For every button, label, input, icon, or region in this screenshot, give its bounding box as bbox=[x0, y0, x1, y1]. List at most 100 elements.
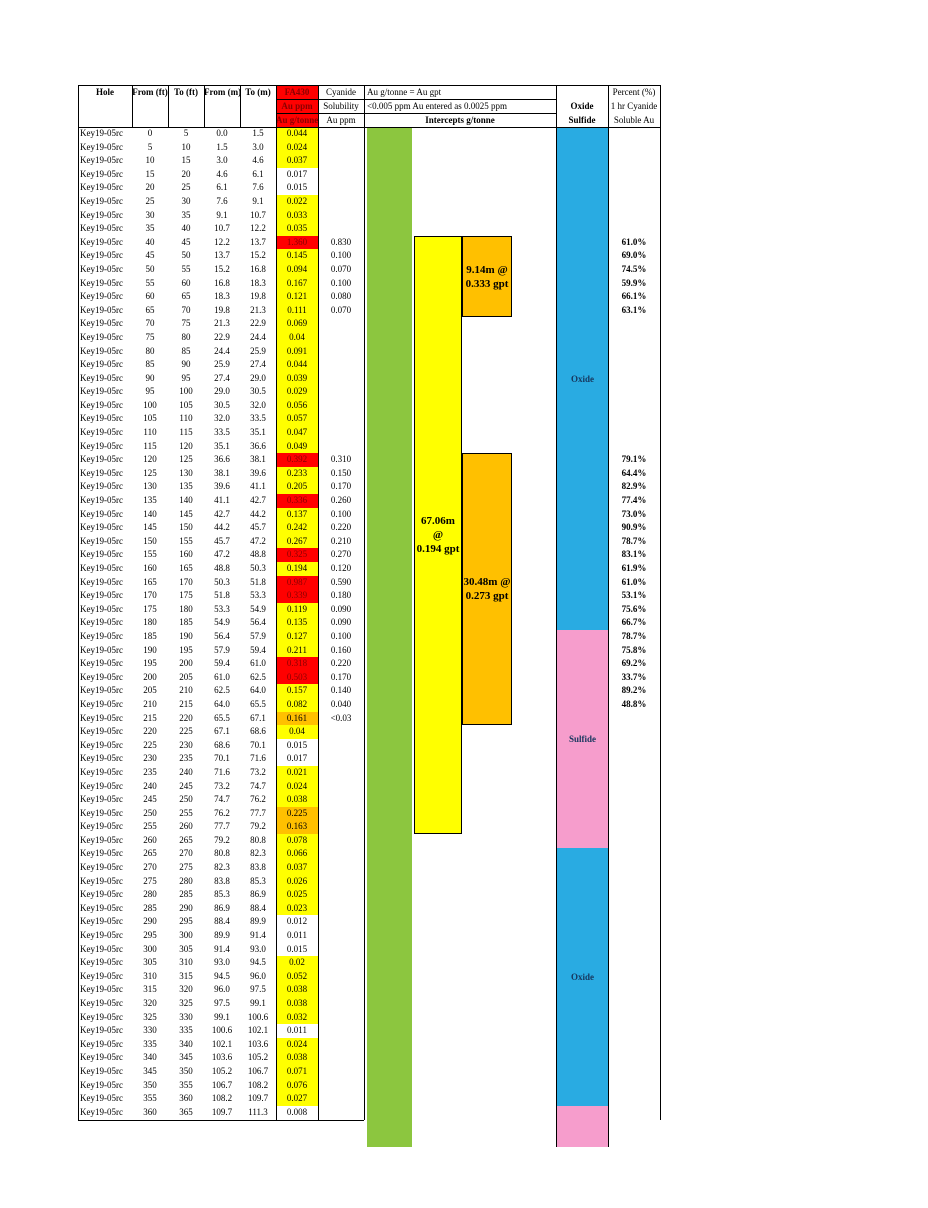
cell-percent bbox=[608, 372, 660, 386]
cell-to-m: 67.1 bbox=[250, 712, 266, 723]
cell-to-ft: 310 bbox=[179, 957, 193, 968]
cell-hole: Key19-05rc bbox=[80, 549, 123, 560]
cell-from-m: 6.1 bbox=[216, 182, 228, 193]
cell-au-gpt: 0.157 bbox=[276, 684, 318, 698]
cell-from-ft: 245 bbox=[143, 794, 157, 805]
zone-area-cell bbox=[556, 929, 608, 943]
cell-au-gpt: 0.987 bbox=[276, 575, 318, 590]
chart-area-cell bbox=[364, 412, 556, 426]
cell-from-ft: 190 bbox=[143, 644, 157, 655]
zone-area-cell bbox=[556, 915, 608, 929]
cell-from-m: 50.3 bbox=[214, 576, 230, 587]
zone-area-cell bbox=[556, 684, 608, 698]
cell-from-ft: 50 bbox=[145, 263, 155, 274]
cell-au-gpt: 0.078 bbox=[276, 833, 318, 848]
cell-to-m: 10.7 bbox=[250, 209, 266, 220]
cell-from-m: 36.6 bbox=[214, 454, 230, 465]
cell-from-m: 9.1 bbox=[216, 209, 228, 220]
cell-from-ft: 325 bbox=[143, 1011, 157, 1022]
cell-cyanide-au bbox=[318, 902, 364, 916]
cell-from-ft: 275 bbox=[143, 875, 157, 886]
cell-percent bbox=[608, 956, 660, 970]
cell-from-m: 15.2 bbox=[214, 263, 230, 274]
cell-to-m: 77.7 bbox=[250, 807, 266, 818]
chart-area-cell bbox=[364, 752, 556, 766]
cell-hole: Key19-05rc bbox=[80, 889, 123, 900]
cell-cyanide-au bbox=[318, 1106, 364, 1120]
chart-area-cell bbox=[364, 739, 556, 753]
cell-from-m: 35.1 bbox=[214, 440, 230, 451]
cell-percent: 78.7% bbox=[621, 630, 647, 641]
cell-to-m: 82.3 bbox=[250, 848, 266, 859]
cell-cyanide-au bbox=[318, 943, 364, 957]
table-row: Key19-05rc 95 100 29.0 30.5 0.029 bbox=[78, 385, 660, 399]
cell-au-gpt: 0.011 bbox=[287, 1025, 307, 1036]
table-row: Key19-05rc 180 185 54.9 56.4 0.135 0.090 66.7% bbox=[78, 616, 660, 630]
table-row: Key19-05rc 130 135 39.6 41.1 0.205 0.170 82.9% bbox=[78, 480, 660, 495]
cell-percent: 61.9% bbox=[621, 563, 647, 573]
grid-line bbox=[78, 1120, 364, 1121]
cell-au-gpt: 0.047 bbox=[276, 426, 318, 440]
chart-area-cell bbox=[364, 875, 556, 889]
cell-from-ft: 345 bbox=[143, 1065, 157, 1076]
cell-from-m: 48.8 bbox=[214, 563, 230, 573]
cell-to-ft: 240 bbox=[179, 766, 193, 777]
cell-hole: Key19-05rc bbox=[80, 359, 123, 370]
cell-cyanide-au: 0.830 bbox=[330, 236, 352, 247]
cell-from-m: 13.7 bbox=[214, 250, 230, 261]
chart-area-cell bbox=[364, 698, 556, 712]
cell-cyanide-au: 0.100 bbox=[330, 630, 352, 641]
zone-area-cell bbox=[556, 290, 608, 304]
cell-au-gpt: 1.360 bbox=[276, 235, 318, 250]
cell-percent bbox=[608, 141, 660, 155]
cell-from-ft: 335 bbox=[143, 1038, 157, 1049]
cell-from-ft: 105 bbox=[143, 413, 157, 424]
cell-from-ft: 85 bbox=[145, 359, 155, 370]
cell-from-ft: 230 bbox=[143, 753, 157, 764]
zone-area-cell bbox=[556, 616, 608, 630]
cell-percent: 33.7% bbox=[621, 671, 647, 682]
cell-percent bbox=[608, 399, 660, 413]
cell-cyanide-au: 0.170 bbox=[330, 481, 352, 492]
cell-au-gpt: 0.015 bbox=[286, 943, 308, 954]
cell-to-ft: 75 bbox=[181, 318, 191, 329]
cell-au-gpt: 0.056 bbox=[276, 398, 318, 413]
cell-from-ft: 300 bbox=[143, 943, 157, 954]
cell-to-m: 111.3 bbox=[248, 1106, 268, 1117]
cell-cyanide-au bbox=[318, 915, 364, 929]
cell-to-ft: 290 bbox=[179, 902, 193, 913]
zone-area-cell bbox=[556, 1011, 608, 1025]
cell-from-m: 80.8 bbox=[214, 848, 230, 859]
col-header-cyanide-2: Solubility bbox=[323, 101, 359, 111]
cell-to-ft: 325 bbox=[179, 998, 193, 1008]
zone-area-cell bbox=[556, 766, 608, 780]
cell-cyanide-au bbox=[318, 222, 364, 236]
cell-hole: Key19-05rc bbox=[80, 1038, 123, 1049]
cell-cyanide-au bbox=[318, 752, 364, 766]
col-header-cyanide-3: Au ppm bbox=[326, 115, 356, 125]
cell-au-gpt: 0.008 bbox=[286, 1106, 308, 1117]
zone-area-cell bbox=[556, 1065, 608, 1079]
cell-to-ft: 35 bbox=[181, 209, 191, 220]
cell-au-gpt: 0.119 bbox=[276, 602, 318, 617]
cell-au-gpt: 0.137 bbox=[276, 507, 318, 522]
cell-to-ft: 165 bbox=[179, 563, 193, 573]
zone-area-cell bbox=[556, 630, 608, 644]
table-body: Key19-05rc 0 5 0.0 1.5 0.044 Key19-05rc 5 10 1.5 3… bbox=[78, 127, 660, 1119]
cell-cyanide-au bbox=[318, 358, 364, 372]
cell-au-gpt: 0.211 bbox=[276, 643, 318, 658]
cell-from-ft: 255 bbox=[143, 821, 157, 832]
cell-percent: 73.0% bbox=[621, 508, 647, 519]
cell-to-ft: 355 bbox=[179, 1079, 193, 1090]
cell-to-m: 16.8 bbox=[250, 263, 266, 274]
cell-from-ft: 225 bbox=[143, 739, 157, 750]
cell-au-gpt: 0.026 bbox=[276, 874, 318, 889]
cell-cyanide-au bbox=[318, 1065, 364, 1079]
chart-area-cell bbox=[364, 902, 556, 916]
cell-hole: Key19-05rc bbox=[80, 345, 123, 356]
cell-cyanide-au: 0.590 bbox=[330, 576, 352, 587]
cell-au-gpt: 0.021 bbox=[276, 765, 318, 780]
cell-to-m: 102.1 bbox=[247, 1025, 269, 1036]
cell-hole: Key19-05rc bbox=[80, 1065, 123, 1076]
cell-to-ft: 15 bbox=[181, 155, 191, 166]
